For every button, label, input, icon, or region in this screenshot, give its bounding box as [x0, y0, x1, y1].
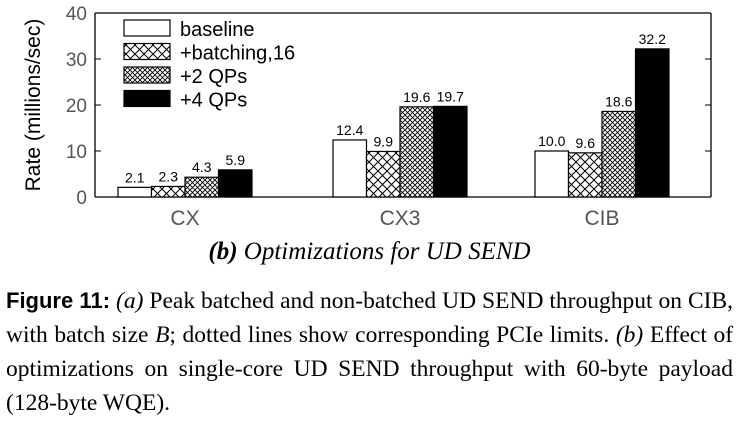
data-label: 9.9 [374, 133, 394, 149]
data-label: 10.0 [538, 133, 565, 149]
data-label: 19.7 [437, 88, 464, 104]
bar [567, 152, 603, 198]
part-b-text: Effect of optimizations on single-core U… [6, 322, 734, 416]
bar [332, 139, 368, 198]
x-tick-label: CIB [584, 207, 619, 230]
legend-swatch [123, 42, 171, 61]
bar [365, 150, 401, 198]
legend-entry: +2 QPs [180, 66, 247, 88]
x-tick-label: CX [170, 207, 199, 230]
part-a-text1: Peak batched and non-batched UD SEND thr… [6, 288, 734, 348]
part-a-label: (a) [116, 288, 144, 314]
data-label: 5.9 [226, 152, 246, 168]
bar [184, 176, 220, 198]
bar-chart: 0 10 20 30 40 Rate (millions/sec) 2.1 2.3 4.3 5.9… [22, 4, 712, 230]
legend-entry: baseline [180, 19, 255, 41]
data-label: 12.4 [336, 122, 363, 138]
part-b-label: (b) [615, 322, 644, 348]
figure-caption: Figure 11: (a) Peak batched and non-batc… [6, 284, 733, 420]
y-tick-label: 30 [66, 50, 87, 71]
legend-swatch [123, 89, 171, 108]
data-label: 2.1 [125, 169, 145, 185]
x-tick-label: CX3 [380, 207, 421, 230]
bar [217, 169, 253, 198]
legend-swatch [123, 66, 171, 84]
subcaption-text: Optimizations for UD SEND [243, 238, 531, 265]
legend-swatch [123, 19, 171, 37]
y-tick-label: 0 [76, 188, 87, 209]
bar [634, 48, 670, 198]
data-label: 32.2 [639, 31, 666, 47]
subcaption: (b) Optimizations for UD SEND [0, 238, 739, 266]
bar [432, 105, 468, 198]
data-label: 19.6 [403, 89, 430, 105]
y-tick-label: 10 [66, 142, 87, 163]
data-label: 18.6 [605, 93, 632, 109]
subcaption-label: (b) [208, 238, 238, 265]
data-label: 4.3 [192, 159, 212, 175]
y-tick-label: 40 [66, 4, 87, 25]
part-a-text2: ; dotted lines show corresponding PCIe l… [169, 322, 610, 348]
y-tick-label: 20 [66, 96, 87, 117]
figure-label: Figure 11: [6, 288, 111, 313]
bar [117, 186, 153, 198]
bar [150, 185, 186, 198]
legend-entry: +batching,16 [180, 43, 295, 65]
part-a-var: B [155, 322, 170, 348]
y-axis-label: Rate (millions/sec) [22, 19, 45, 192]
data-label: 9.6 [576, 135, 596, 151]
bar [399, 106, 435, 198]
data-label: 2.3 [159, 168, 179, 184]
bar [601, 110, 637, 198]
plot-area: 0 10 20 30 40 Rate (millions/sec) 2.1 2.3 4.3 5.9… [22, 4, 712, 230]
bar [534, 150, 570, 198]
legend-entry: +4 QPs [180, 90, 247, 112]
